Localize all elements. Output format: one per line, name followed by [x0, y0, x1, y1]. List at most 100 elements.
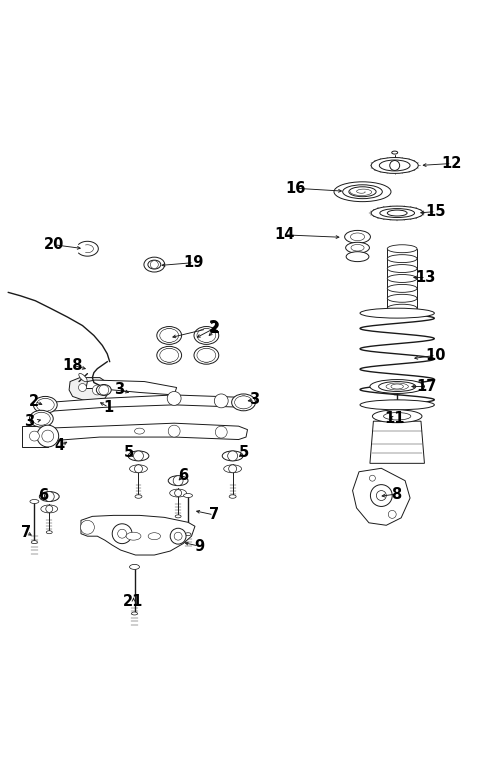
Circle shape	[162, 329, 176, 343]
Circle shape	[39, 398, 52, 412]
Text: 5: 5	[239, 446, 248, 460]
Ellipse shape	[128, 451, 149, 461]
Circle shape	[174, 490, 181, 497]
Text: 13: 13	[416, 270, 436, 285]
Text: 7: 7	[21, 525, 31, 539]
Circle shape	[162, 348, 176, 362]
Text: 2: 2	[210, 321, 220, 336]
Ellipse shape	[392, 151, 398, 154]
Ellipse shape	[130, 565, 139, 569]
Ellipse shape	[345, 243, 369, 253]
Text: 21: 21	[123, 594, 144, 609]
Ellipse shape	[350, 233, 365, 241]
Ellipse shape	[197, 329, 216, 343]
Polygon shape	[81, 515, 195, 555]
Circle shape	[79, 384, 86, 391]
Circle shape	[369, 475, 375, 481]
Ellipse shape	[41, 505, 58, 513]
Ellipse shape	[384, 412, 411, 420]
Ellipse shape	[386, 383, 409, 390]
Circle shape	[99, 385, 109, 395]
Ellipse shape	[379, 160, 410, 171]
Ellipse shape	[46, 531, 52, 534]
Polygon shape	[69, 377, 109, 401]
Circle shape	[81, 520, 94, 534]
Text: 8: 8	[391, 487, 401, 501]
Ellipse shape	[235, 396, 252, 408]
Circle shape	[167, 391, 181, 405]
Ellipse shape	[379, 381, 416, 391]
Ellipse shape	[380, 208, 414, 218]
Circle shape	[237, 396, 250, 408]
Ellipse shape	[135, 428, 145, 434]
Ellipse shape	[197, 348, 216, 362]
Circle shape	[229, 465, 237, 473]
Ellipse shape	[371, 157, 418, 174]
Text: 5: 5	[123, 446, 134, 460]
Ellipse shape	[135, 494, 142, 498]
Ellipse shape	[387, 210, 407, 216]
Ellipse shape	[194, 346, 219, 364]
Circle shape	[370, 484, 392, 506]
Ellipse shape	[148, 260, 161, 269]
Ellipse shape	[32, 412, 50, 425]
Circle shape	[228, 451, 238, 461]
Ellipse shape	[387, 294, 417, 302]
Polygon shape	[352, 468, 410, 525]
Text: 7: 7	[209, 508, 219, 522]
Ellipse shape	[334, 182, 391, 202]
Polygon shape	[21, 426, 48, 447]
Text: 3: 3	[249, 392, 259, 408]
Ellipse shape	[144, 257, 165, 272]
Ellipse shape	[168, 476, 188, 486]
Text: 17: 17	[416, 379, 437, 394]
Ellipse shape	[29, 410, 53, 427]
Circle shape	[199, 329, 213, 343]
Text: 3: 3	[24, 414, 34, 429]
Ellipse shape	[387, 284, 417, 292]
Circle shape	[29, 431, 39, 441]
Ellipse shape	[132, 612, 138, 615]
Ellipse shape	[175, 515, 181, 518]
Text: 15: 15	[425, 204, 446, 219]
Circle shape	[46, 505, 53, 512]
Text: 2: 2	[209, 319, 219, 335]
Ellipse shape	[183, 494, 192, 498]
Circle shape	[92, 385, 102, 395]
Circle shape	[118, 529, 127, 538]
Text: 20: 20	[44, 237, 65, 253]
Ellipse shape	[372, 410, 422, 422]
Circle shape	[37, 425, 59, 447]
Circle shape	[44, 491, 54, 501]
Ellipse shape	[370, 380, 424, 394]
Circle shape	[134, 451, 144, 461]
Ellipse shape	[36, 398, 54, 412]
Ellipse shape	[371, 206, 423, 220]
Ellipse shape	[349, 187, 376, 197]
Ellipse shape	[194, 326, 219, 344]
Ellipse shape	[148, 532, 161, 539]
Polygon shape	[86, 380, 176, 395]
Polygon shape	[35, 423, 248, 441]
Circle shape	[168, 425, 180, 437]
Ellipse shape	[30, 500, 39, 504]
Circle shape	[388, 511, 396, 518]
Text: 14: 14	[274, 227, 294, 243]
Ellipse shape	[360, 308, 434, 318]
Text: 1: 1	[103, 400, 114, 415]
Ellipse shape	[130, 564, 140, 570]
Ellipse shape	[229, 494, 236, 498]
Ellipse shape	[222, 451, 243, 461]
Text: 10: 10	[425, 348, 446, 363]
Text: 19: 19	[184, 255, 204, 270]
Ellipse shape	[160, 329, 178, 343]
Text: 16: 16	[285, 181, 306, 196]
Circle shape	[214, 394, 228, 408]
Circle shape	[215, 426, 227, 438]
Ellipse shape	[33, 397, 57, 413]
Text: 18: 18	[62, 358, 83, 373]
Ellipse shape	[185, 532, 191, 536]
Circle shape	[112, 524, 132, 543]
Ellipse shape	[96, 384, 111, 395]
Circle shape	[170, 529, 186, 544]
